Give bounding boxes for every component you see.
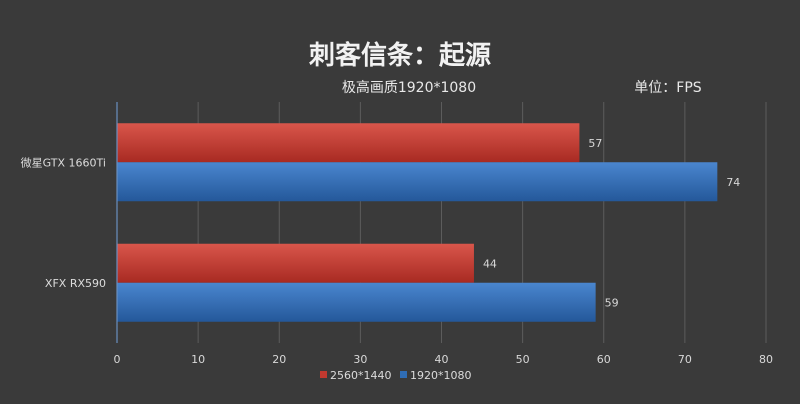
data-label: 44 (483, 257, 497, 270)
x-tick-label: 10 (191, 353, 205, 366)
unit-label: 单位：FPS (634, 80, 701, 96)
category-label: 微星GTX 1660Ti (21, 155, 106, 169)
x-tick-label: 80 (759, 353, 773, 366)
x-tick-label: 0 (114, 353, 121, 366)
bar (117, 123, 580, 163)
legend-label: 1920*1080 (410, 369, 472, 382)
x-tick-label: 30 (353, 353, 367, 366)
legend-swatch (320, 371, 327, 378)
data-label: 57 (588, 137, 602, 150)
bars-group: 57 74 44 59 (117, 123, 740, 322)
axes-group: 0 10 20 30 40 50 60 70 80 微星GTX 1660Ti XFX RX590 (21, 102, 773, 366)
chart-subtitle: 极高画质1920*1080 (342, 79, 476, 96)
category-label: XFX RX590 (45, 277, 106, 290)
bar (117, 243, 474, 283)
data-label: 74 (726, 176, 740, 189)
bar (117, 162, 718, 202)
x-tick-label: 20 (272, 353, 286, 366)
legend-swatch (400, 371, 407, 378)
x-tick-label: 40 (435, 353, 449, 366)
legend: 2560*1440 1920*1080 (320, 369, 472, 382)
data-label: 59 (605, 296, 619, 309)
chart-title: 刺客信条：起源 (309, 40, 491, 71)
x-tick-label: 60 (597, 353, 611, 366)
legend-label: 2560*1440 (330, 369, 392, 382)
x-tick-label: 70 (678, 353, 692, 366)
x-tick-label: 50 (516, 353, 530, 366)
bar (117, 282, 596, 322)
